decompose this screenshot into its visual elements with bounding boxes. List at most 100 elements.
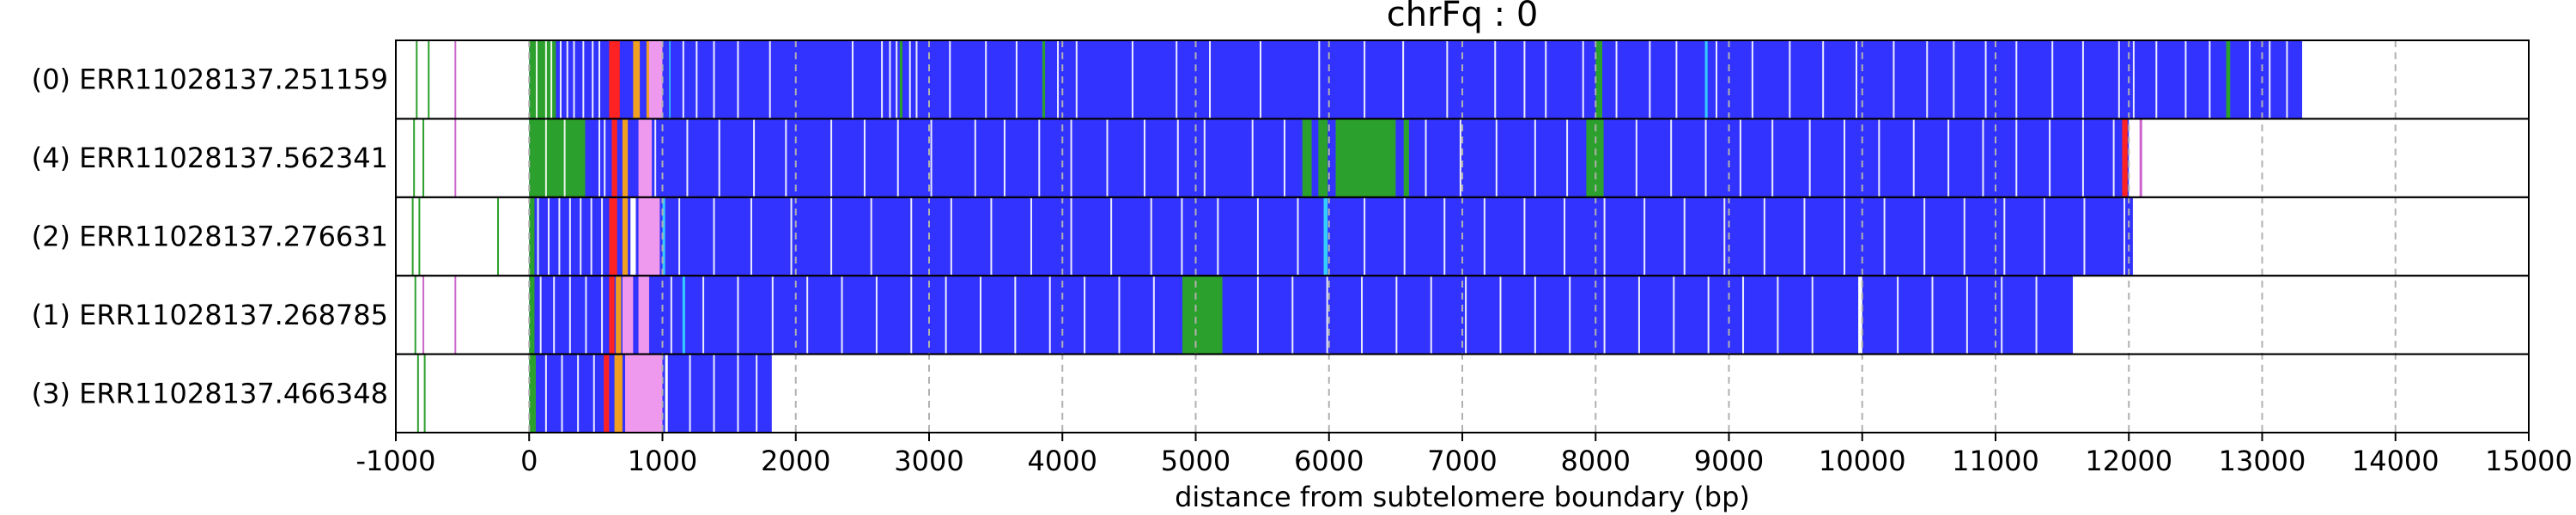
gap-line [568,197,571,276]
motif-block [669,40,671,119]
row-label: (2) ERR11028137.276631 [32,221,388,253]
gap-line [1789,40,1791,119]
gap-line [1569,276,1571,354]
gap-line [1014,276,1017,354]
gap-line [1563,197,1565,276]
early-mark [411,197,414,276]
gap-line [1110,197,1113,276]
gap-line [1739,118,1741,197]
gap-line [718,118,720,197]
gap-line [1649,40,1651,119]
gap-line [1984,40,1987,119]
gap-line [1582,40,1584,119]
motif-block [609,276,615,354]
gap-line [1643,197,1646,276]
motif-block [682,276,685,354]
gap-line [1523,197,1526,276]
x-axis-label: distance from subtelomere boundary (bp) [1175,481,1750,513]
gap-line [1534,276,1536,354]
gap-line [1318,40,1321,119]
early-mark [422,118,425,197]
motif-block [633,40,641,119]
gap-line [678,197,681,276]
read-row: (1) ERR11028137.268785 [32,276,2529,354]
gap-line [949,40,951,119]
gap-line [1893,40,1895,119]
gap-line [1683,197,1686,276]
gap-line [585,276,587,354]
gap-line [2049,118,2051,197]
gap-line [1176,40,1178,119]
gap-line [1763,197,1765,276]
gap-line [547,197,550,276]
gap-line [696,40,698,119]
gap-line [573,40,575,119]
motif-block [1318,118,1328,197]
x-tick-label: 11000 [1952,445,2039,477]
gap-line [1459,118,1461,197]
gap-line [2083,197,2086,276]
motif-block [2139,118,2142,197]
gap-line [750,197,752,276]
gap-line [1297,197,1299,276]
gap-line [1808,118,1811,197]
gap-line [1361,276,1364,354]
x-tick-label: 6000 [1294,445,1364,477]
gap-line [598,118,600,197]
gap-line [537,197,539,276]
gap-line [1923,197,1926,276]
gap-line [1603,197,1606,276]
gap-line [1118,276,1121,354]
early-mark [454,118,457,197]
gap-line [985,40,987,119]
early-mark [414,276,416,354]
rows-layer: (0) ERR11028137.251159 (4) ERR11028137.56… [32,40,2529,433]
motif-block [622,276,634,354]
gap-line [1751,40,1753,119]
gap-line [1545,40,1547,119]
gap-line [1070,118,1072,197]
gap-line [566,40,568,119]
x-tick-label: 9000 [1694,445,1764,477]
gap-line [1615,40,1618,119]
gap-line [2051,40,2054,119]
motif-block [1595,40,1603,119]
gap-line [2132,40,2135,119]
gap-line [790,197,793,276]
x-tick-label: 15000 [2485,445,2573,477]
motif-block [1586,118,1604,197]
gap-line [1637,276,1640,354]
gap-line [889,40,891,119]
gap-line [908,40,911,119]
x-tick-label: 4000 [1028,445,1097,477]
gap-line [1965,276,1968,354]
gap-line [756,354,758,433]
x-tick-label: -1000 [356,445,436,477]
x-tick-label: 12000 [2085,445,2172,477]
read-body [529,197,2133,276]
gap-line [1926,40,1929,119]
x-tick-label: 7000 [1427,445,1497,477]
gap-line [830,197,833,276]
gap-line [1822,40,1825,119]
gap-line [896,118,899,197]
gap-line [1150,197,1152,276]
x-tick-label: 2000 [761,445,830,477]
gap-line [771,276,774,354]
gap-line [563,118,566,197]
gap-line [1707,276,1710,354]
gap-line [1931,276,1934,354]
gap-line [1048,276,1051,354]
early-mark [496,197,499,276]
gap-line [2003,197,2006,276]
gap-line [1635,118,1637,197]
read-row: (2) ERR11028137.276631 [32,197,2529,276]
gap-line [2001,276,2003,354]
gap-line [1181,197,1183,276]
gap-line [1038,118,1041,197]
gap-line [568,276,571,354]
gap-line [1912,118,1915,197]
chart-title: chrFq : 0 [1387,0,1539,34]
gap-line [830,118,833,197]
early-mark [416,354,419,433]
